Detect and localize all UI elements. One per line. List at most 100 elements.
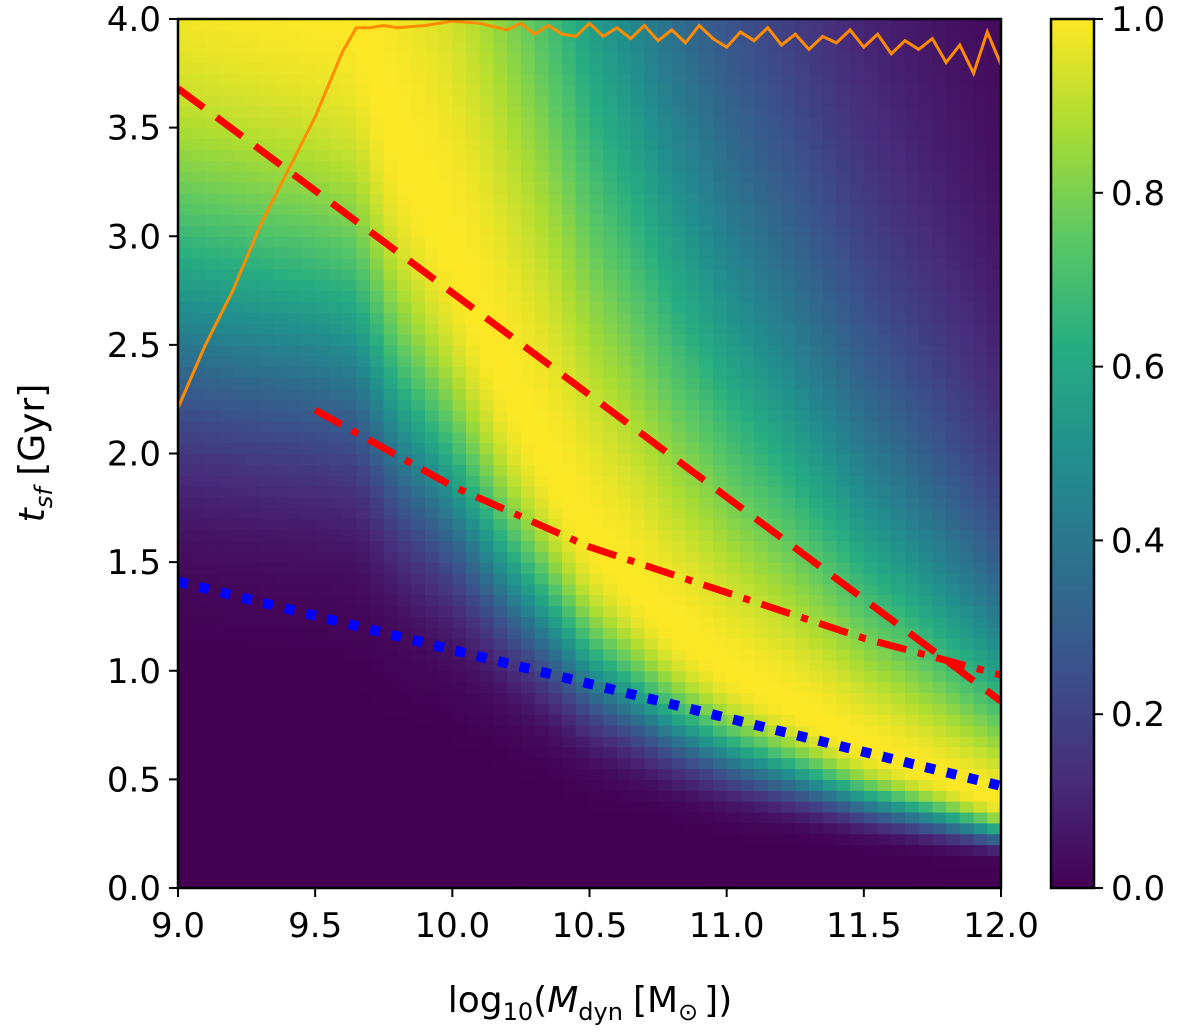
heatmap-cell xyxy=(904,551,920,563)
heatmap-cell xyxy=(740,323,755,335)
heatmap-cell xyxy=(315,257,330,270)
heatmap-cell xyxy=(356,670,371,683)
heatmap-cell xyxy=(383,29,399,42)
heatmap-cell xyxy=(205,29,220,42)
heatmap-cell xyxy=(191,192,207,205)
heatmap-cell xyxy=(452,833,467,846)
heatmap-cell xyxy=(959,431,975,444)
heatmap-cell xyxy=(260,279,275,292)
heatmap-cell xyxy=(397,692,412,704)
heatmap-cell xyxy=(260,290,275,303)
heatmap-cell xyxy=(534,377,549,389)
heatmap-cell xyxy=(520,703,536,715)
heatmap-cell xyxy=(520,62,536,74)
heatmap-cell xyxy=(918,420,934,433)
heatmap-cell xyxy=(479,171,495,183)
heatmap-cell xyxy=(987,833,1001,846)
heatmap-cell xyxy=(712,116,728,129)
heatmap-cell xyxy=(630,670,645,683)
heatmap-cell xyxy=(219,301,234,313)
heatmap-cell xyxy=(466,247,481,259)
heatmap-cell xyxy=(287,40,303,53)
heatmap-cell xyxy=(712,257,728,270)
heatmap-cell xyxy=(699,725,714,737)
heatmap-cell xyxy=(260,844,275,857)
heatmap-cell xyxy=(603,649,618,661)
heatmap-cell xyxy=(370,464,385,476)
heatmap-cell xyxy=(493,51,508,64)
heatmap-cell xyxy=(685,779,700,791)
heatmap-cell xyxy=(479,572,495,585)
heatmap-cell xyxy=(850,735,865,748)
heatmap-cell xyxy=(877,790,892,802)
heatmap-cell xyxy=(274,247,289,259)
heatmap-cell xyxy=(850,323,865,335)
heatmap-cell xyxy=(178,475,193,487)
heatmap-cell xyxy=(699,377,714,389)
heatmap-cell xyxy=(685,388,700,400)
heatmap-cell xyxy=(795,725,810,737)
heatmap-cell xyxy=(616,877,632,888)
heatmap-cell xyxy=(904,616,920,628)
heatmap-cell xyxy=(740,572,755,585)
heatmap-cell xyxy=(383,279,399,292)
heatmap-cell xyxy=(342,638,357,650)
heatmap-cell xyxy=(808,790,824,802)
heatmap-cell xyxy=(411,616,426,628)
heatmap-cell xyxy=(699,475,714,487)
heatmap-cell xyxy=(246,171,261,183)
heatmap-cell xyxy=(836,594,851,607)
heatmap-cell xyxy=(219,105,234,118)
heatmap-cell xyxy=(671,225,687,237)
heatmap-cell xyxy=(301,127,316,140)
heatmap-cell xyxy=(575,496,591,509)
heatmap-cell xyxy=(795,268,810,281)
heatmap-cell xyxy=(383,431,399,444)
heatmap-cell xyxy=(932,551,947,563)
heatmap-cell xyxy=(795,257,810,270)
heatmap-cell xyxy=(562,681,577,694)
heatmap-cell xyxy=(562,431,577,444)
heatmap-cell xyxy=(603,19,618,31)
heatmap-cell xyxy=(795,138,810,150)
heatmap-cell xyxy=(520,529,536,541)
heatmap-cell xyxy=(548,355,563,368)
heatmap-cell xyxy=(493,149,508,161)
heatmap-cell xyxy=(205,203,220,216)
heatmap-cell xyxy=(836,355,851,368)
heatmap-cell xyxy=(616,475,632,487)
heatmap-cell xyxy=(685,649,700,661)
heatmap-cell xyxy=(699,334,714,346)
heatmap-cell xyxy=(740,51,755,64)
heatmap-cell xyxy=(370,377,385,389)
heatmap-cell xyxy=(877,225,892,237)
heatmap-cell xyxy=(232,355,248,368)
heatmap-cell xyxy=(562,268,577,281)
heatmap-cell xyxy=(411,334,426,346)
heatmap-cell xyxy=(644,486,659,498)
heatmap-cell xyxy=(370,692,385,704)
heatmap-cell xyxy=(274,670,289,683)
heatmap-cell xyxy=(328,496,344,509)
heatmap-cell xyxy=(520,811,536,824)
heatmap-cell xyxy=(603,203,618,216)
heatmap-cell xyxy=(287,236,303,248)
heatmap-cell xyxy=(493,420,508,433)
heatmap-cell xyxy=(630,127,645,140)
heatmap-cell xyxy=(781,572,796,585)
heatmap-cell xyxy=(232,670,248,683)
heatmap-cell xyxy=(918,746,934,759)
heatmap-cell xyxy=(740,171,755,183)
heatmap-cell xyxy=(589,40,604,53)
heatmap-cell xyxy=(383,203,399,216)
heatmap-cell xyxy=(411,855,426,867)
heatmap-cell xyxy=(754,692,769,704)
heatmap-cell xyxy=(685,790,700,802)
heatmap-cell xyxy=(205,855,220,867)
heatmap-cell xyxy=(616,692,632,704)
heatmap-cell xyxy=(562,855,577,867)
heatmap-cell xyxy=(205,649,220,661)
heatmap-cell xyxy=(342,29,357,42)
heatmap-cell xyxy=(685,95,700,107)
heatmap-cell xyxy=(836,171,851,183)
